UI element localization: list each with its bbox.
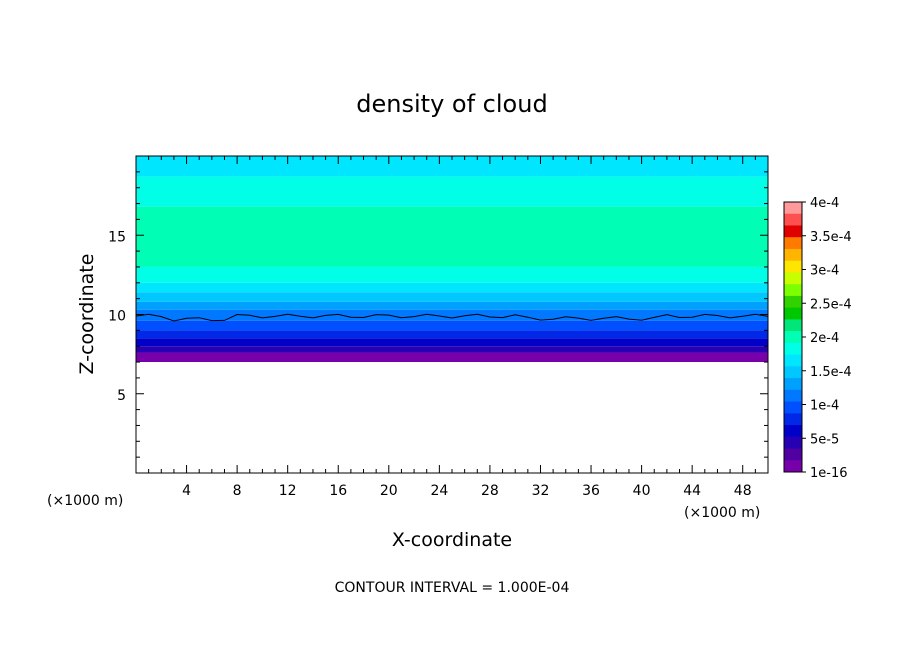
colorbar-swatch: [784, 295, 802, 309]
density-band-2: [136, 206, 768, 267]
density-band-11: [136, 346, 768, 353]
colorbar-swatch: [784, 366, 802, 379]
colorbar-label: 1.5e-4: [810, 365, 852, 380]
x-axis-label: X-coordinate: [392, 529, 512, 551]
colorbar-label: 2e-4: [810, 331, 839, 346]
colorbar-swatch: [784, 307, 802, 320]
x-unit-left: (×1000 m): [47, 493, 123, 509]
colorbar-swatch: [784, 319, 802, 332]
colorbar-swatch: [784, 225, 802, 238]
colorbar-label: 3.5e-4: [810, 230, 852, 245]
colorbar-swatch: [784, 401, 802, 414]
colorbar-label: 1e-16: [810, 466, 848, 481]
colorbar-swatch: [784, 248, 802, 262]
x-tick-label: 12: [279, 483, 297, 499]
colorbar-label: 1e-4: [810, 399, 839, 414]
x-tick-label: 8: [233, 483, 242, 499]
y-tick-label: 10: [108, 309, 126, 325]
x-tick-label: 36: [582, 483, 600, 499]
colorbar-swatch: [784, 413, 802, 426]
x-tick-label: 28: [481, 483, 499, 499]
colorbar-label: 2.5e-4: [810, 297, 852, 312]
density-band-1: [136, 176, 768, 207]
contour-line: [135, 313, 769, 322]
colorbar-label: 3e-4: [810, 264, 839, 279]
x-tick-label: 44: [683, 483, 701, 499]
colorbar-swatch: [784, 425, 802, 438]
contour-interval-note: CONTOUR INTERVAL = 1.000E-04: [335, 580, 570, 596]
colorbar-swatch: [784, 260, 802, 273]
x-unit-right: (×1000 m): [684, 505, 760, 521]
x-tick-label: 24: [430, 483, 448, 499]
density-field: [135, 156, 769, 473]
colorbar-swatch: [784, 436, 802, 450]
y-tick-label: 5: [117, 388, 126, 404]
density-band-12: [136, 352, 768, 363]
colorbar-swatch: [784, 202, 802, 215]
density-band-7: [136, 309, 768, 321]
colorbar-swatch: [784, 213, 802, 226]
colorbar: 4e-4 3.5e-4 3e-4 2.5e-4 2e-4 1.5e-4 1e-4 5e-5 1e…: [783, 196, 852, 481]
colorbar-swatch: [784, 342, 802, 356]
no-cloud-region: [136, 362, 768, 473]
x-tick-label: 20: [380, 483, 398, 499]
colorbar-swatch: [784, 448, 802, 461]
density-band-9: [136, 330, 768, 339]
density-band-3: [136, 266, 768, 283]
colorbar-label: 4e-4: [810, 196, 839, 211]
density-band-4: [136, 282, 768, 293]
colorbar-swatch: [784, 378, 802, 391]
x-axis-ticks: 4 8 12 16 20 24 28 32 36 40 44 48: [148, 156, 756, 499]
x-tick-label: 32: [532, 483, 550, 499]
colorbar-swatch: [784, 331, 802, 344]
chart-title: density of cloud: [356, 90, 547, 118]
y-axis-label: Z-coordinate: [76, 254, 98, 375]
density-band-6: [136, 301, 768, 310]
colorbar-swatch: [784, 272, 802, 285]
density-band-5: [136, 292, 768, 302]
y-axis-ticks: 5 10 15: [108, 171, 768, 458]
y-tick-label: 15: [108, 229, 126, 245]
x-tick-label: 16: [329, 483, 347, 499]
density-band-0: [136, 156, 768, 177]
x-tick-label: 48: [734, 483, 752, 499]
density-band-8: [136, 320, 768, 331]
colorbar-swatch: [784, 284, 802, 297]
colorbar-swatch: [784, 354, 802, 367]
x-tick-label: 40: [633, 483, 651, 499]
colorbar-label: 5e-5: [810, 432, 839, 447]
colorbar-swatch: [784, 237, 802, 250]
colorbar-swatch: [784, 389, 802, 403]
density-band-10: [136, 338, 768, 347]
colorbar-swatch: [784, 460, 802, 473]
x-tick-label: 4: [182, 483, 191, 499]
